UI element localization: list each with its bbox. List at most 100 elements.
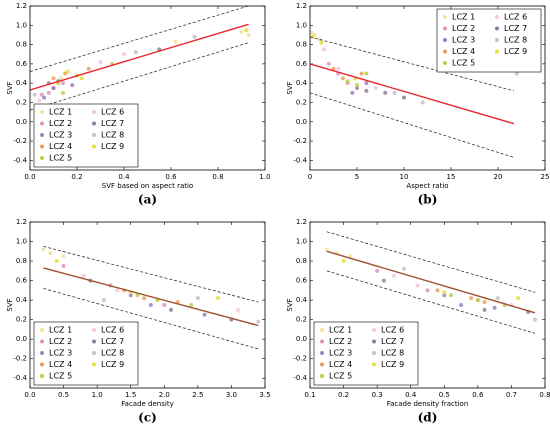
x-tick-label: 0.6 [472, 391, 484, 399]
point [256, 319, 261, 324]
point [492, 305, 497, 310]
panel-label: (b) [418, 193, 438, 207]
point [355, 86, 359, 90]
panel-label: (c) [138, 411, 157, 425]
point [51, 86, 56, 90]
point [61, 254, 66, 259]
x-tick-label: 0.5 [439, 391, 450, 399]
legend-label: LCZ 1 [329, 326, 352, 335]
y-tick-label: -0.2 [293, 355, 307, 363]
x-tick-label: 0.7 [506, 391, 517, 399]
fit-line [30, 23, 249, 91]
point [364, 88, 369, 93]
point [98, 59, 103, 64]
y-tick-label: -0.4 [293, 156, 307, 164]
point [101, 298, 106, 303]
point [162, 303, 167, 307]
x-tick-label: 1.0 [259, 173, 270, 181]
legend-label: LCZ 5 [49, 372, 72, 381]
point [246, 32, 251, 37]
legend-label: LCZ 9 [101, 360, 124, 369]
legend-label: LCZ 2 [329, 337, 352, 346]
legend-box [33, 321, 139, 386]
point [148, 303, 153, 307]
point [244, 28, 249, 33]
y-tick-label: -0.2 [13, 137, 27, 145]
fit-line [326, 250, 536, 314]
legend-marker [92, 362, 96, 367]
legend-marker [495, 49, 499, 54]
point [359, 71, 364, 76]
point [216, 296, 220, 301]
point [442, 293, 447, 298]
legend-label: LCZ 1 [452, 13, 475, 22]
legend-marker [92, 328, 96, 332]
point [402, 266, 406, 271]
point [469, 296, 474, 301]
point [459, 303, 464, 307]
y-tick-label: 0.4 [16, 296, 28, 304]
x-tick-label: 0.4 [405, 391, 417, 399]
legend-label: LCZ 1 [49, 108, 72, 117]
x-tick-label: 3.0 [226, 391, 237, 399]
legend-marker [92, 144, 96, 149]
y-tick-label: 0.8 [296, 257, 307, 265]
point [65, 69, 70, 74]
point [482, 300, 487, 305]
point [39, 92, 44, 97]
legend-label: LCZ 7 [101, 119, 124, 128]
y-tick-label: -0.4 [13, 156, 27, 164]
point [115, 288, 120, 293]
point [331, 66, 336, 71]
point [442, 290, 447, 295]
point [322, 47, 327, 52]
y-tick-label: 1.0 [296, 238, 307, 246]
point [482, 307, 487, 312]
x-axis-label: Facade density fraction [387, 400, 469, 408]
bound-line [310, 36, 515, 92]
legend-label: LCZ 6 [101, 326, 124, 335]
legend-marker [443, 49, 447, 54]
y-tick-label: 0.6 [296, 60, 308, 68]
point [310, 31, 314, 36]
legend-label: LCZ 5 [452, 59, 475, 68]
bound-line [43, 288, 259, 350]
legend-label: LCZ 3 [329, 349, 352, 358]
y-tick-label: 0.6 [16, 277, 28, 285]
point [383, 90, 388, 95]
y-tick-label: 0.4 [16, 79, 28, 87]
point [70, 83, 75, 88]
legend-marker [320, 362, 324, 367]
legend-label: LCZ 8 [101, 131, 124, 140]
y-tick-label: 0.2 [16, 98, 27, 106]
legend-label: LCZ 2 [49, 337, 72, 346]
point [415, 283, 420, 288]
legend-label: LCZ 4 [329, 360, 352, 369]
legend-marker [320, 339, 324, 344]
x-tick-label: 5 [355, 173, 359, 181]
legend-label: LCZ 8 [381, 349, 404, 358]
legend-marker [40, 328, 44, 332]
point [355, 83, 359, 88]
point [236, 307, 241, 312]
point [192, 34, 197, 39]
legend-marker [92, 339, 96, 344]
legend-box [436, 8, 542, 73]
y-tick-label: 0.0 [296, 118, 307, 126]
legend-marker [320, 328, 324, 332]
legend-label: LCZ 8 [101, 349, 124, 358]
y-tick-label: 0.0 [16, 335, 27, 343]
y-tick-label: 1.2 [16, 218, 27, 226]
point [381, 278, 386, 283]
legend-marker [320, 351, 324, 355]
point [392, 90, 397, 95]
legend-marker [443, 15, 447, 19]
legend-label: LCZ 7 [504, 24, 527, 33]
legend-label: LCZ 7 [381, 337, 404, 346]
y-tick-label: 1.0 [16, 21, 27, 29]
y-axis-label: SVF [6, 81, 14, 94]
point [475, 298, 480, 303]
legend-box [313, 321, 419, 386]
point [516, 296, 521, 301]
point [375, 268, 380, 273]
